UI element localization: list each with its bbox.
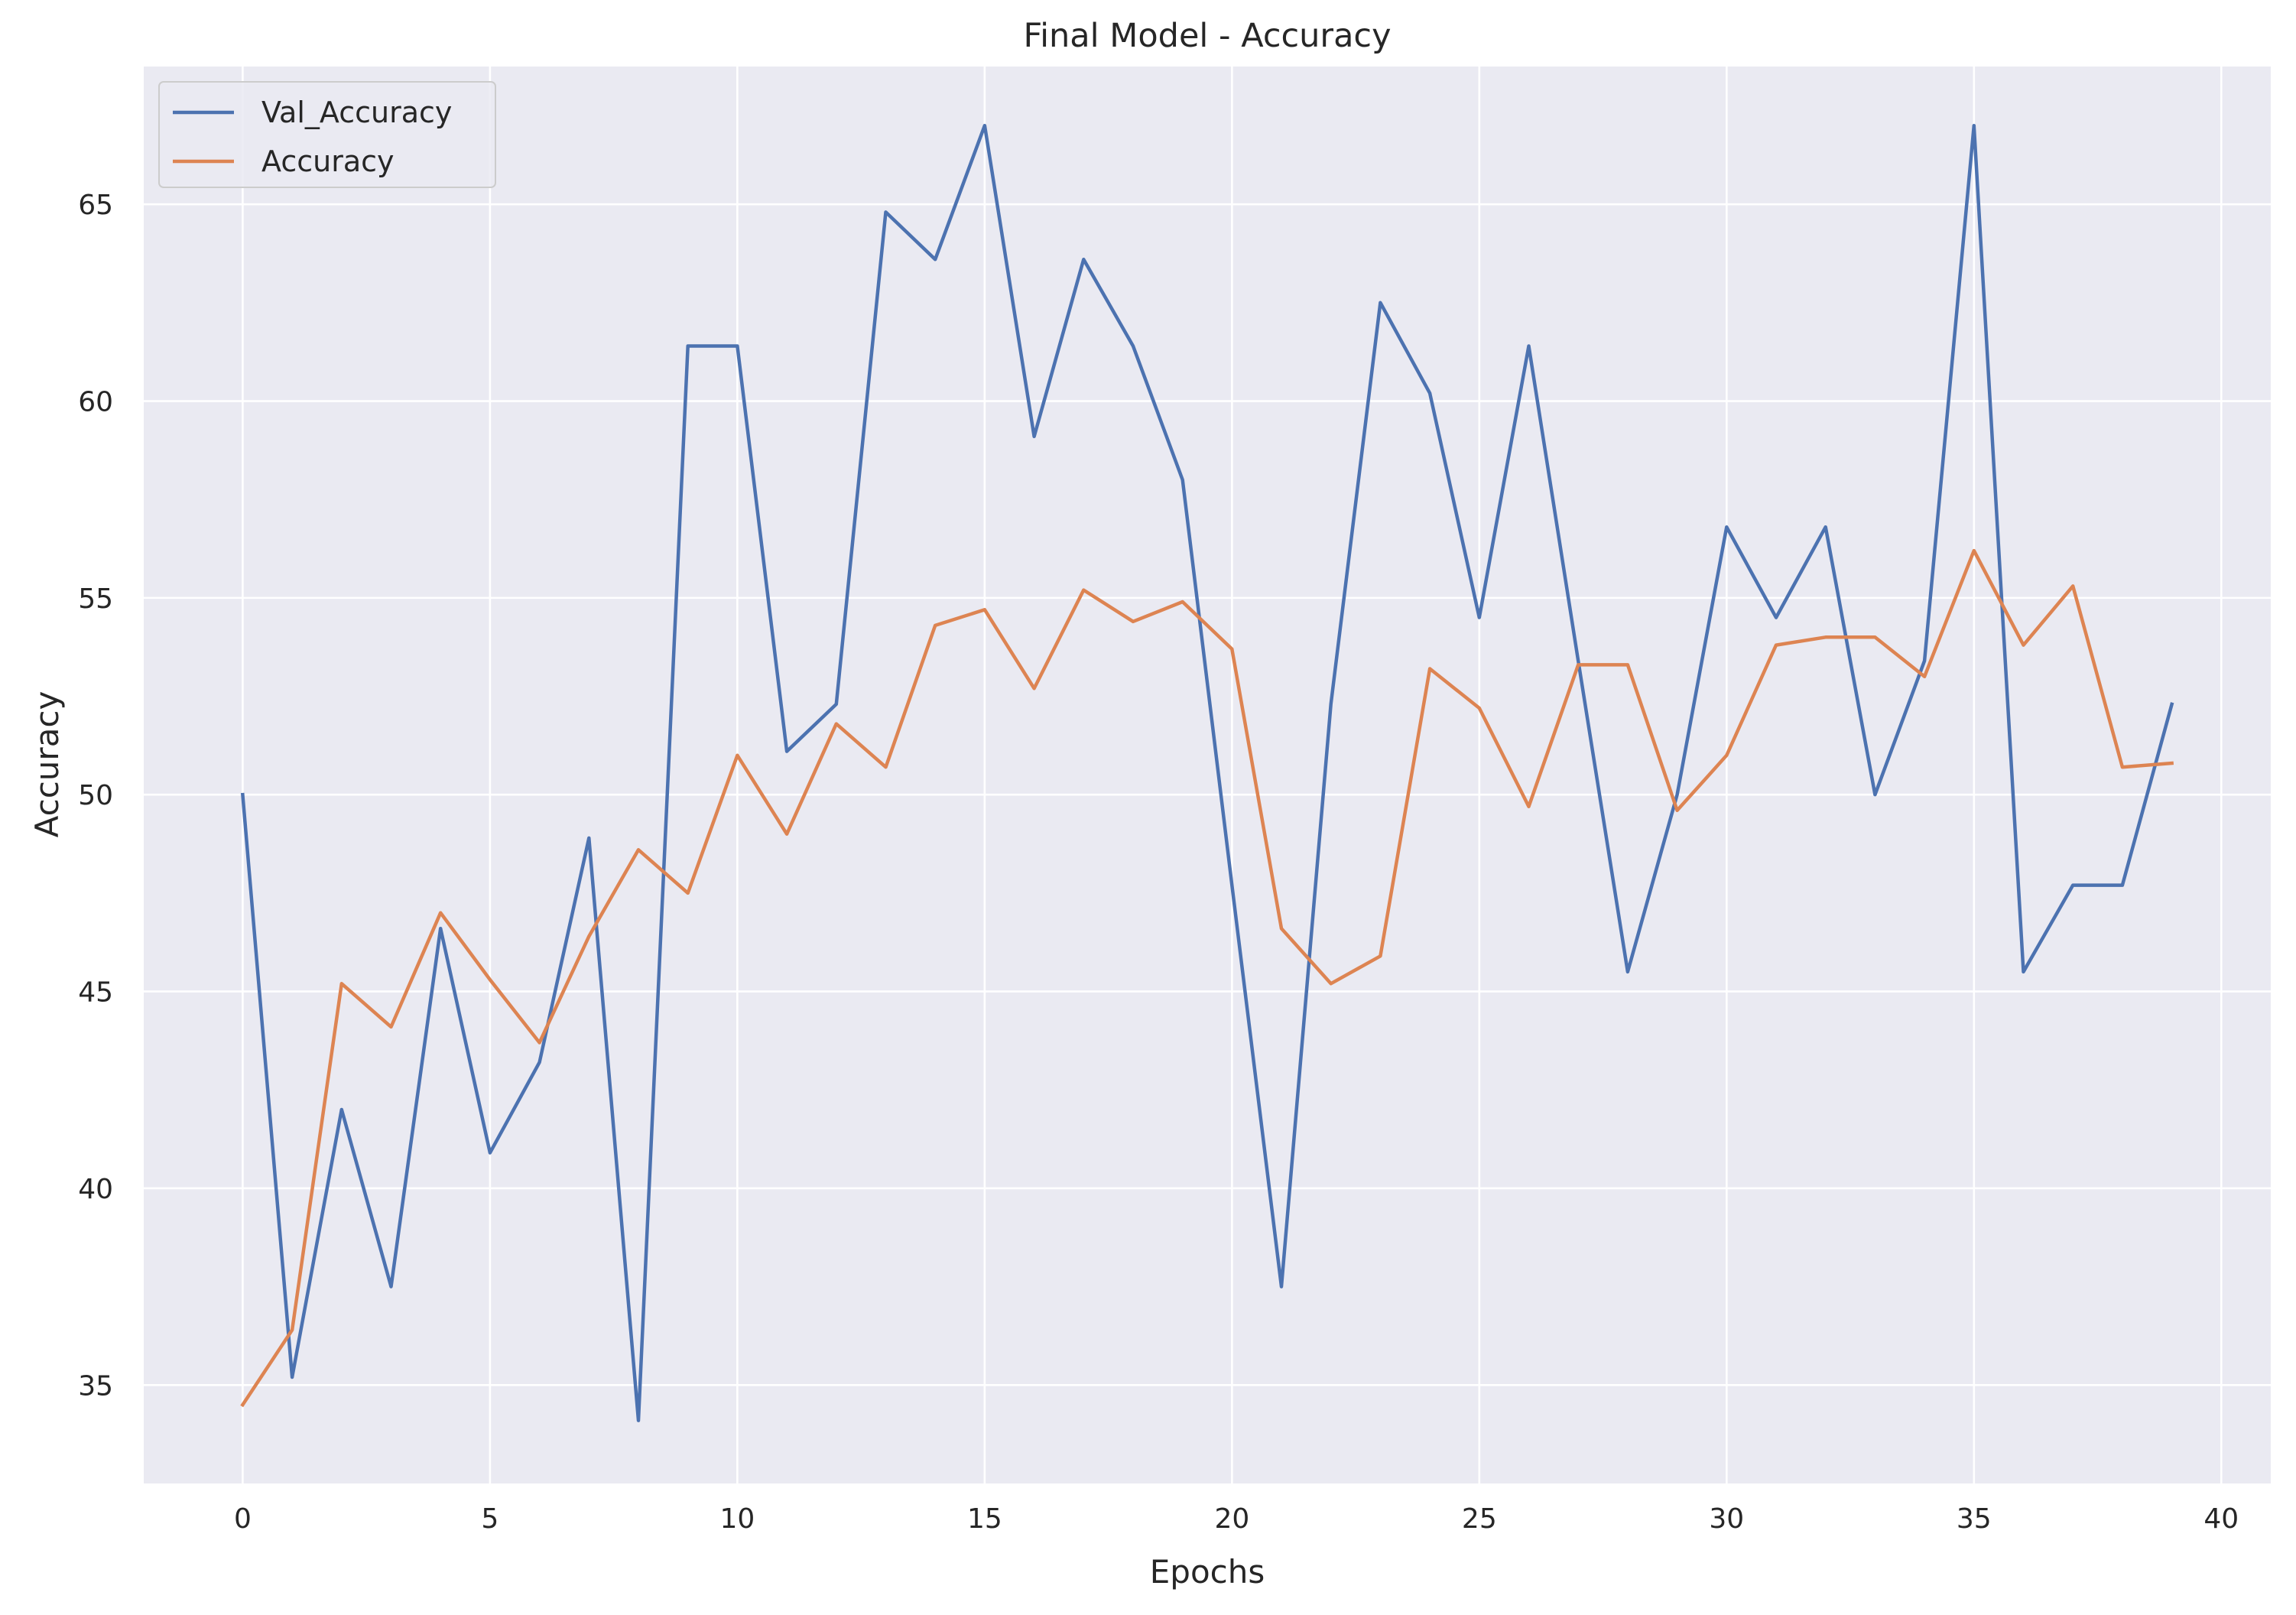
x-tick-label: 40 [2203,1503,2239,1535]
legend-entry-label: Accuracy [261,145,395,178]
y-tick-label: 35 [78,1370,113,1402]
y-tick-label: 50 [78,780,113,811]
x-tick-label: 5 [481,1503,498,1535]
y-axis-label: Accuracy [28,691,66,838]
x-tick-label: 35 [1957,1503,1992,1535]
x-axis-label: Epochs [1150,1553,1265,1591]
y-tick-label: 40 [78,1174,113,1205]
y-tick-label: 55 [78,583,113,615]
x-tick-label: 10 [719,1503,755,1535]
x-tick-label: 0 [234,1503,252,1535]
x-tick-label: 25 [1462,1503,1497,1535]
x-tick-label: 20 [1214,1503,1249,1535]
series-line-accuracy [240,548,2174,1408]
legend-entry-label: Val_Accuracy [261,96,452,129]
series-layer [240,123,2174,1422]
legend: Val_Accuracy Accuracy [158,81,496,188]
grid-lines [144,67,2271,1483]
chart-title: Final Model - Accuracy [1023,17,1391,55]
y-tick-label: 65 [78,190,113,221]
x-tick-label: 15 [967,1503,1002,1535]
legend-box [158,81,496,188]
y-tick-label: 60 [78,387,113,418]
series-line-val-accuracy [240,123,2174,1422]
y-tick-labels: 35 40 45 50 55 60 65 [78,190,113,1402]
plot-area [144,67,2271,1483]
x-tick-label: 30 [1709,1503,1744,1535]
y-tick-label: 45 [78,977,113,1009]
x-tick-labels: 0 5 10 15 20 25 30 35 40 [234,1503,2239,1535]
